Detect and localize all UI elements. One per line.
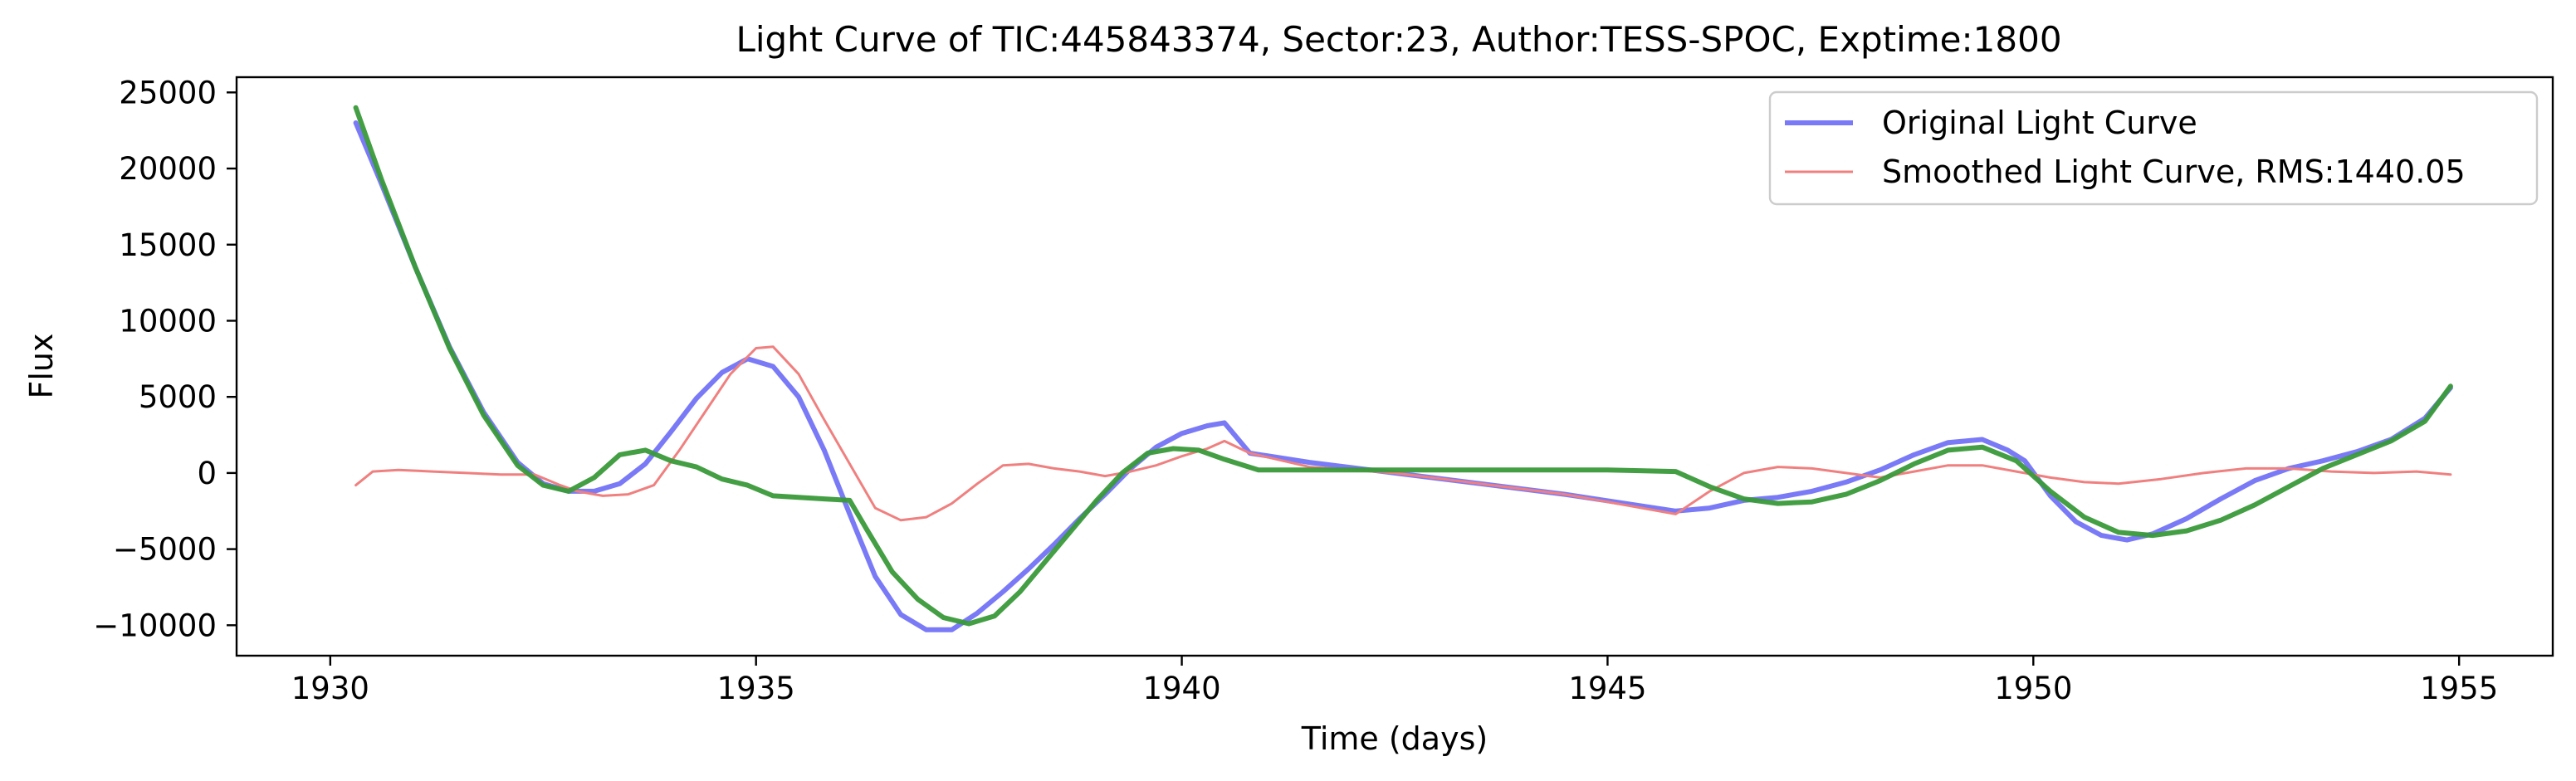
x-tick-label: 1940 <box>1142 671 1220 706</box>
chart-title: Light Curve of TIC:445843374, Sector:23,… <box>736 19 2061 60</box>
legend-label-original: Original Light Curve <box>1882 105 2197 141</box>
y-tick-label: 15000 <box>119 227 217 263</box>
series-line-1 <box>353 120 2453 632</box>
legend-box <box>1768 90 2539 206</box>
legend-label-smoothed: Smoothed Light Curve, RMS:1440.05 <box>1882 154 2466 190</box>
y-tick-label: 20000 <box>119 151 217 187</box>
series-line-3 <box>353 105 2453 627</box>
y-tick-label: 0 <box>197 456 217 491</box>
y-axis: −10000 −5000 0 5000 10000 15000 20000 25000 <box>93 75 237 643</box>
x-tick-label: 1955 <box>2420 671 2498 706</box>
y-axis-label: Flux <box>23 334 60 399</box>
x-tick-label: 1930 <box>291 671 369 706</box>
y-tick-label: −5000 <box>113 532 217 568</box>
series-line-2 <box>354 345 2452 522</box>
y-tick-label: 5000 <box>139 379 217 415</box>
x-tick-label: 1935 <box>717 671 795 706</box>
y-tick-label: 25000 <box>119 75 217 110</box>
plot-lines <box>353 105 2453 632</box>
y-tick-label: 10000 <box>119 303 217 339</box>
x-axis: 1930 1935 1940 1945 1950 1955 <box>291 656 2498 706</box>
x-tick-label: 1950 <box>1994 671 2072 706</box>
x-axis-label: Time (days) <box>1301 720 1488 757</box>
legend: Original Light Curve Smoothed Light Curv… <box>1768 90 2539 206</box>
plot-frame <box>235 76 2554 657</box>
y-tick-label: −10000 <box>93 608 217 643</box>
x-tick-label: 1945 <box>1568 671 1646 706</box>
